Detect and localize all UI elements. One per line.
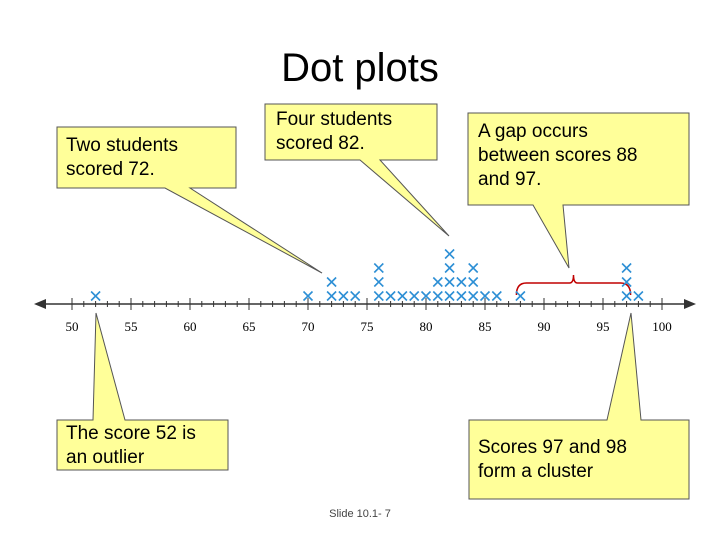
callout-four-students-text: Four students scored 82. [276, 108, 392, 156]
callout-cluster [468, 312, 690, 500]
callout-line: Scores 97 and 98 [478, 437, 627, 458]
data-point-marker [338, 290, 349, 302]
data-point-marker [409, 290, 420, 302]
tick-label: 55 [125, 319, 138, 334]
tick-label: 70 [302, 319, 315, 334]
callout-four-students [264, 103, 450, 237]
slide-footer: Slide 10.1- 7 [329, 508, 391, 520]
data-point-marker [621, 276, 632, 288]
callout-line: scored 72. [66, 159, 155, 180]
data-point-marker [373, 290, 384, 302]
data-point-marker [456, 276, 467, 288]
data-point-marker [621, 290, 632, 302]
callout-line: Four students [276, 109, 393, 130]
callout-line: A gap occurs [478, 121, 588, 142]
data-point-marker [373, 262, 384, 274]
tick-label: 95 [597, 319, 610, 334]
data-point-marker [397, 290, 408, 302]
tick-label: 85 [479, 319, 492, 334]
tick-label: 90 [538, 319, 551, 334]
gap-brace [515, 274, 632, 296]
tick-label: 65 [243, 319, 256, 334]
callout-two-students-text: Two students scored 72. [66, 134, 178, 182]
callout-gap [467, 112, 690, 269]
data-point-marker [90, 290, 101, 302]
callout-gap-text: A gap occurs between scores 88 and 97. [478, 120, 638, 192]
tick-label: 50 [66, 319, 79, 334]
data-point-marker [479, 290, 491, 302]
callout-outlier [56, 312, 229, 471]
callout-line: an outlier [66, 447, 145, 468]
data-point-marker [468, 262, 479, 274]
callout-line: The score 52 is [66, 423, 196, 444]
data-point-marker [468, 276, 479, 288]
callout-line: scored 82. [276, 133, 365, 154]
slide-title: Dot plots [281, 46, 439, 90]
callout-line: between scores 88 [478, 145, 638, 166]
x-axis-tick-labels: 50 55 60 65 70 75 80 85 90 95 100 [66, 319, 672, 334]
data-point-marker [444, 262, 455, 274]
callout-two-students [56, 126, 323, 274]
tick-label: 75 [361, 319, 374, 334]
data-point-marker [432, 276, 443, 288]
data-point-marker [491, 290, 502, 302]
callout-line: Two students [66, 135, 178, 156]
callout-line: form a cluster [478, 461, 594, 482]
data-markers [90, 248, 644, 302]
data-point-marker [456, 290, 467, 302]
tick-label: 100 [652, 319, 672, 334]
tick-label: 60 [184, 319, 197, 334]
callout-outlier-text: The score 52 is an outlier [66, 422, 196, 470]
data-point-marker [444, 290, 455, 302]
data-point-marker [468, 290, 479, 302]
tick-label: 80 [420, 319, 433, 334]
callout-cluster-text: Scores 97 and 98 form a cluster [478, 436, 627, 484]
data-point-marker [326, 290, 337, 302]
data-point-marker [432, 290, 443, 302]
data-point-marker [326, 276, 337, 288]
data-point-marker [444, 276, 455, 288]
data-point-marker [633, 290, 644, 302]
x-axis-ticks [71, 298, 663, 310]
data-point-marker [350, 290, 361, 302]
data-point-marker [373, 276, 384, 288]
data-point-marker [385, 290, 396, 302]
data-point-marker [621, 262, 632, 274]
data-point-marker [420, 290, 432, 302]
data-point-marker [302, 290, 314, 302]
x-axis-right-arrow [684, 299, 696, 309]
callout-line: and 97. [478, 169, 542, 190]
data-point-marker [444, 248, 455, 260]
x-axis-left-arrow [34, 299, 46, 309]
data-point-marker [515, 290, 526, 302]
